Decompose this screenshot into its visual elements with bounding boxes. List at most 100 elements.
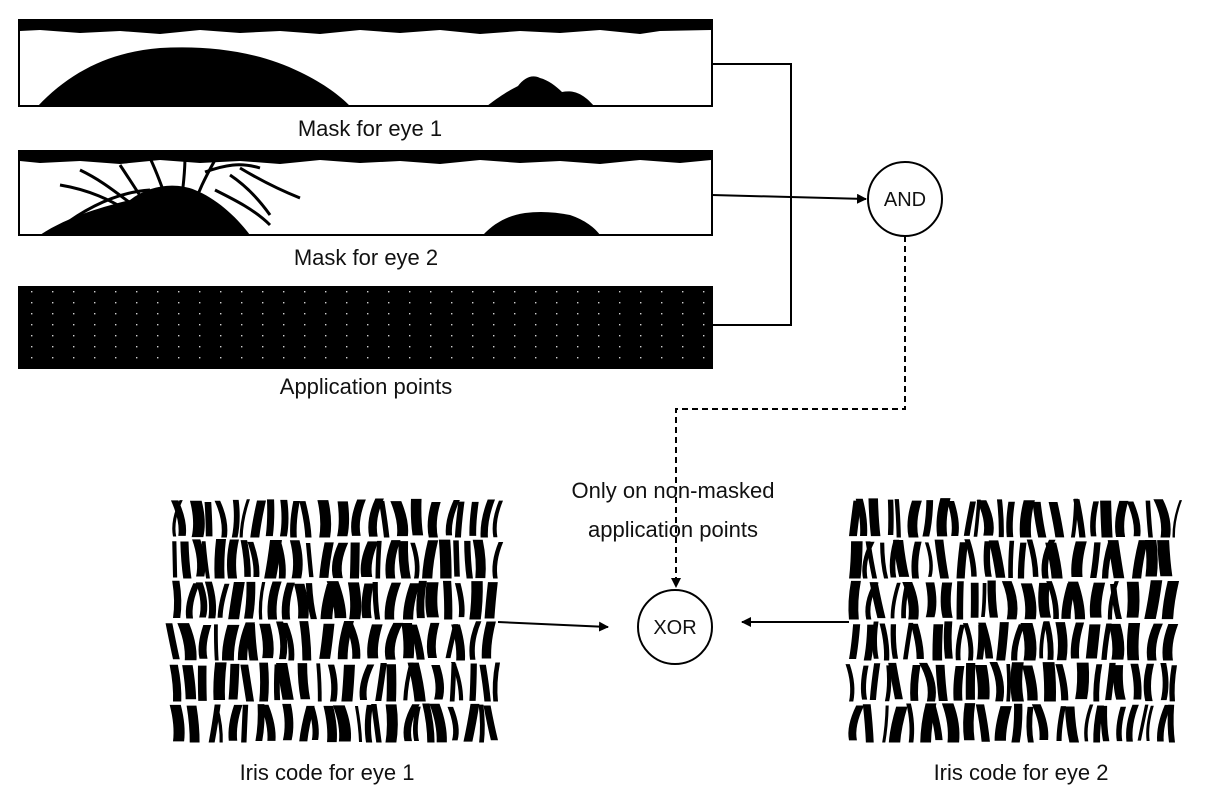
- iris-stripe: [450, 662, 464, 701]
- iris-band-separator: [849, 578, 1175, 581]
- iris-stripe: [375, 540, 382, 579]
- iris-stripe: [332, 705, 352, 742]
- iris-stripe: [1070, 622, 1085, 659]
- and-to-xor-dashed-arrow: [671, 236, 906, 588]
- iris-stripe: [1145, 539, 1158, 577]
- iris-stripe: [862, 704, 874, 744]
- iris-stripe: [1100, 705, 1110, 742]
- iris-stripe: [1146, 623, 1163, 661]
- iris-stripe: [884, 665, 892, 702]
- iris-code-eye-1-image: [165, 498, 504, 745]
- iris-stripe: [890, 582, 901, 619]
- iris-stripe: [1043, 621, 1054, 660]
- iris-stripe: [319, 542, 334, 578]
- iris-stripe: [975, 704, 990, 742]
- iris-band-separator: [849, 701, 1175, 704]
- mask-eye-2-blob-right: [483, 211, 600, 235]
- iris-stripe: [484, 582, 498, 619]
- iris-stripe: [903, 622, 914, 660]
- iris-stripe: [935, 664, 948, 701]
- iris-band-separator: [173, 619, 498, 622]
- iris-stripe: [910, 623, 924, 659]
- iris-stripe: [1115, 500, 1129, 538]
- iris-stripe: [1146, 705, 1154, 742]
- iris-stripe: [1032, 501, 1047, 538]
- iris-stripe: [918, 662, 936, 702]
- iris-stripe: [865, 541, 878, 580]
- iris-stripe: [894, 499, 901, 538]
- iris-stripe: [331, 542, 349, 579]
- iris-stripe: [1020, 583, 1037, 620]
- iris-stripe: [868, 498, 881, 537]
- iris-stripe: [222, 624, 240, 662]
- iris-stripe: [326, 581, 347, 619]
- iris-stripe: [185, 583, 201, 619]
- iris-stripe: [217, 583, 230, 618]
- iris-stripe: [228, 581, 245, 620]
- iris-stripe: [323, 705, 337, 743]
- iris-stripe: [297, 663, 311, 700]
- iris-stripe: [426, 622, 440, 659]
- iris-stripe: [198, 624, 212, 659]
- iris-stripe: [214, 539, 227, 579]
- iris-stripe: [449, 663, 457, 703]
- iris-stripe: [231, 499, 240, 538]
- iris-stripe: [1105, 662, 1116, 701]
- iris-code-eye-2-label: Iris code for eye 2: [934, 760, 1109, 785]
- iris-stripe: [427, 501, 441, 539]
- iris-stripe: [375, 663, 387, 702]
- iris-stripe: [845, 664, 855, 702]
- iris-stripe: [182, 665, 197, 700]
- iris-band-separator: [849, 619, 1175, 622]
- iris-stripe: [384, 582, 402, 621]
- iris-stripe: [1038, 582, 1052, 618]
- iris-stripe: [928, 706, 943, 741]
- iris-stripe: [1039, 621, 1047, 659]
- iris-stripe: [246, 623, 259, 662]
- iris-stripe: [250, 500, 267, 539]
- iris-stripe: [347, 582, 362, 620]
- iris-stripe: [1084, 704, 1094, 742]
- iris-stripe: [934, 539, 950, 580]
- mask-eye-2-lashes: [59, 155, 301, 230]
- iris-stripe: [451, 624, 466, 662]
- iris-stripe: [204, 501, 213, 537]
- iris-stripe: [994, 706, 1012, 741]
- iris-stripe: [425, 582, 439, 618]
- iris-stripe: [964, 539, 977, 577]
- iris-stripe: [480, 499, 496, 538]
- iris-stripe: [201, 541, 211, 580]
- iris-stripe: [965, 663, 976, 700]
- iris-band-separator: [173, 537, 498, 540]
- iris-stripe: [869, 663, 881, 700]
- iris-stripe: [180, 541, 192, 580]
- iris-stripe: [416, 580, 427, 619]
- iris-stripe: [410, 542, 420, 579]
- iris-stripe: [1055, 664, 1069, 701]
- iris-stripe: [431, 665, 445, 700]
- to-and-arrow: [711, 193, 867, 204]
- iris-stripe: [226, 539, 239, 580]
- iris-stripe: [305, 542, 314, 578]
- iris-stripe: [1042, 662, 1057, 702]
- iris-stripe: [469, 663, 477, 701]
- iris-stripe: [447, 706, 459, 741]
- iris-stripe: [988, 540, 1006, 578]
- iris-stripe: [970, 582, 979, 618]
- iris-stripe: [1006, 664, 1011, 703]
- xor-node: XOR: [637, 589, 713, 665]
- iris-stripe: [1110, 583, 1122, 619]
- and-connectors: [711, 63, 867, 326]
- iris-stripe: [213, 624, 219, 661]
- iris-stripe: [1067, 581, 1086, 620]
- iris-stripe: [1001, 581, 1018, 620]
- iris-stripe: [204, 581, 217, 619]
- iris-stripe: [378, 500, 390, 538]
- iris-stripe: [872, 621, 879, 659]
- iris-stripe: [492, 500, 504, 538]
- iris-stripe: [848, 705, 865, 741]
- iris-band-separator: [849, 742, 1175, 745]
- iris-stripe: [481, 621, 496, 659]
- iris-stripe: [1137, 704, 1149, 741]
- iris-stripe: [865, 582, 879, 621]
